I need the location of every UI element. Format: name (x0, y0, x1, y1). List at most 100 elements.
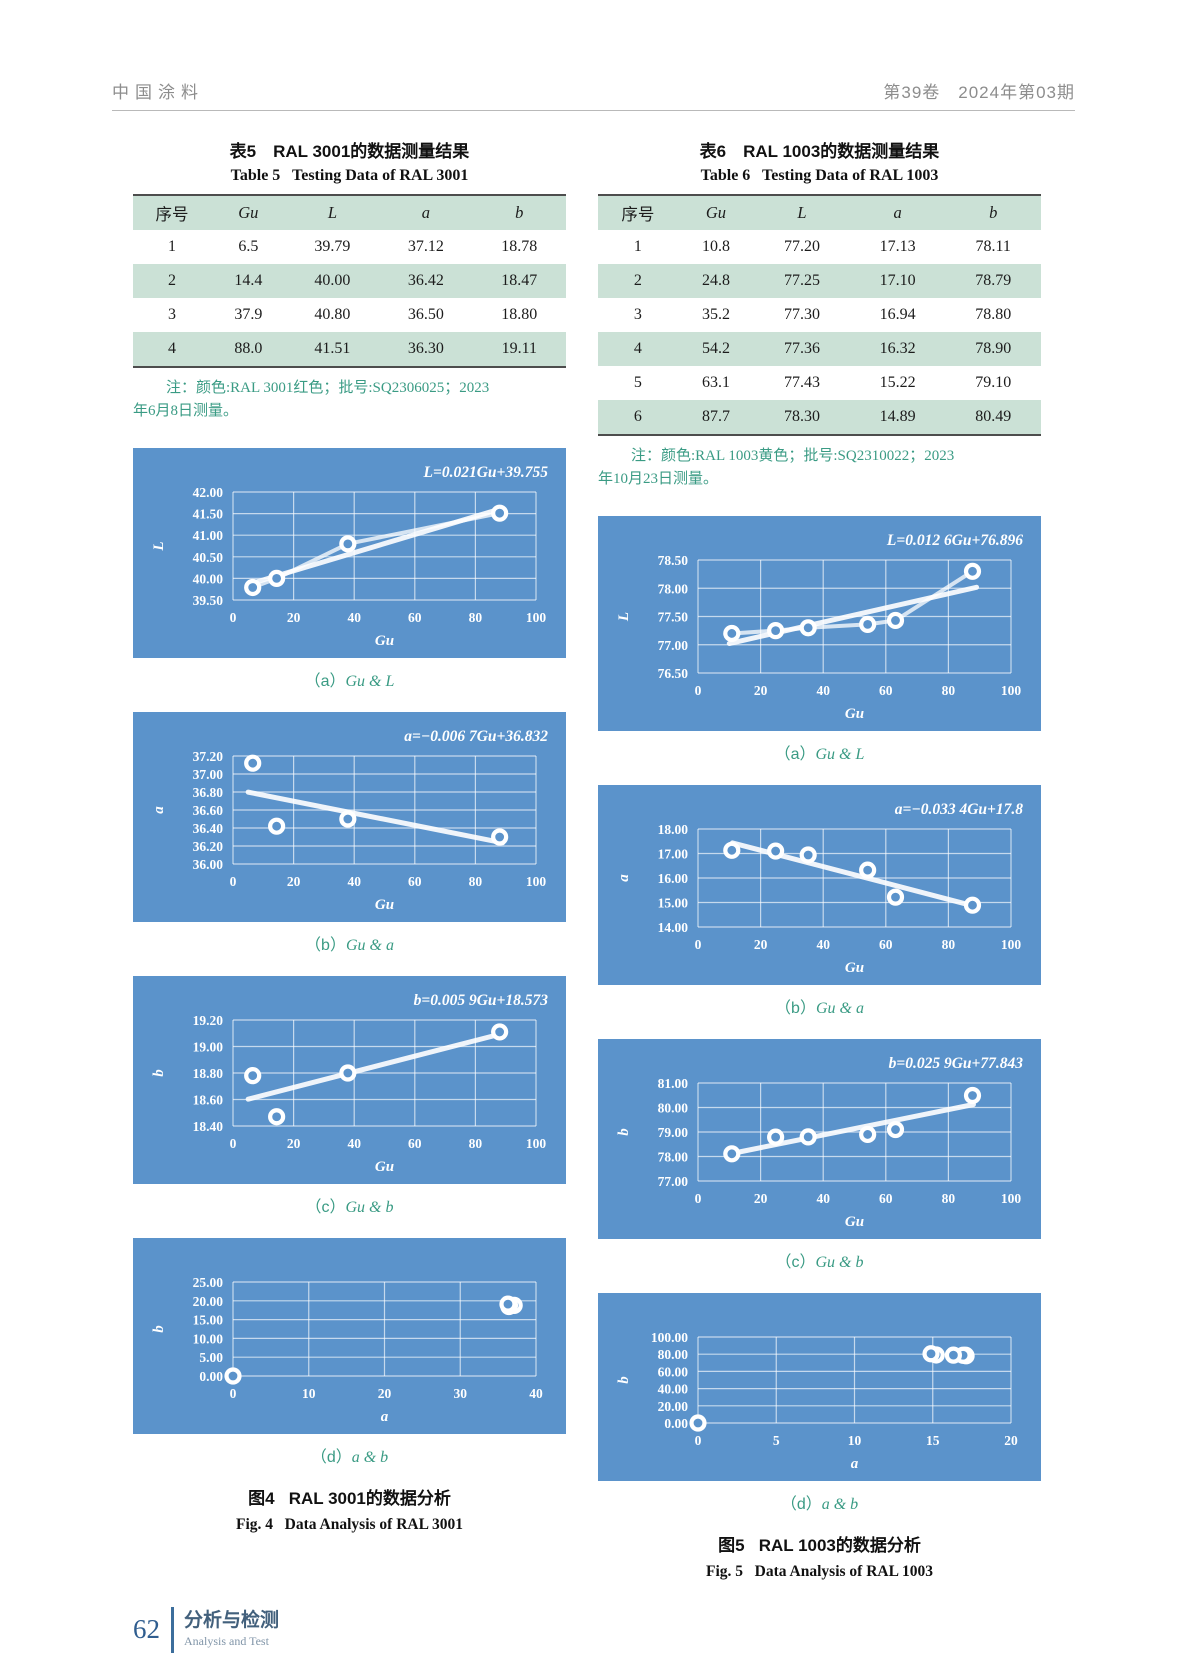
svg-text:14.00: 14.00 (658, 920, 689, 935)
table-row: 2 14.4 40.00 36.42 18.47 (133, 264, 566, 298)
caption-label: Gu & a (345, 936, 394, 954)
table-cell: 10.8 (701, 238, 730, 255)
table-cell: 1 (167, 238, 176, 255)
figure5-caption-cn: 图5 RAL 1003的数据分析 (718, 1535, 921, 1555)
table-row: 4 88.0 41.51 36.30 19.11 (133, 332, 566, 367)
svg-text:0: 0 (230, 1386, 237, 1401)
chart-caption: （b）Gu & a (133, 931, 566, 955)
table-row: 2 24.8 77.25 17.10 78.79 (598, 264, 1041, 298)
caption-index: （a） (304, 672, 346, 690)
table-row: 6 87.7 78.30 14.89 80.49 (598, 400, 1041, 435)
scatter-plot: 39.50 40.00 40.50 41.00 41.50 42.00 0 20 40 60 80 1… (151, 464, 548, 649)
svg-text:20: 20 (378, 1386, 392, 1401)
scatter-plot: 14.00 15.00 16.00 17.00 18.00 0 20 40 60 80 100 a=−… (616, 801, 1023, 976)
table-cell: 77.25 (784, 272, 820, 289)
svg-text:60: 60 (879, 683, 893, 698)
svg-text:0: 0 (695, 937, 702, 952)
svg-text:36.40: 36.40 (193, 821, 224, 836)
table-cell: 37.12 (407, 238, 444, 255)
table-cell: 18.78 (501, 238, 538, 255)
table-cell: 15.22 (879, 374, 916, 391)
table-cell: 87.7 (701, 408, 730, 425)
table-cell: 16.94 (879, 306, 916, 323)
svg-text:a: a (616, 873, 632, 881)
header-divider (112, 110, 1075, 111)
page-header: 中国涂料 第39卷 2024年第03期 (112, 78, 1075, 103)
table-row: 5 63.1 77.43 15.22 79.10 (598, 366, 1041, 400)
svg-text:b=0.005 9Gu+18.573: b=0.005 9Gu+18.573 (414, 992, 549, 1009)
svg-text:60: 60 (879, 937, 893, 952)
svg-text:40: 40 (816, 1191, 830, 1206)
table-cell: 5 (633, 374, 642, 391)
svg-text:L=0.012 6Gu+76.896: L=0.012 6Gu+76.896 (886, 532, 1023, 549)
svg-text:40.50: 40.50 (193, 549, 224, 564)
table-cell: 3 (167, 306, 176, 323)
figure5-caption-en: Fig. 5 Data Analysis of RAL 1003 (706, 1562, 933, 1580)
caption-label: a & b (351, 1448, 389, 1466)
svg-text:39.50: 39.50 (193, 593, 224, 608)
table-cell: 41.51 (314, 340, 351, 357)
table-cell: 77.20 (784, 238, 820, 255)
figure4-caption-cn: 图4 RAL 3001的数据分析 (248, 1488, 451, 1508)
chart-caption: （d）a & b (598, 1490, 1041, 1514)
svg-text:81.00: 81.00 (658, 1076, 689, 1091)
svg-text:36.00: 36.00 (193, 857, 224, 872)
table-cell: 17.13 (879, 238, 916, 255)
svg-text:a: a (151, 805, 167, 813)
chart-ral3001-gu-b: 18.40 18.60 18.80 19.00 19.20 0 20 40 60 80 100 b=0… (133, 975, 566, 1184)
svg-text:78.00: 78.00 (658, 1149, 689, 1164)
scatter-plot: 36.00 36.20 36.40 36.60 36.80 37.00 37.20 0 20 40… (151, 728, 548, 913)
svg-text:a: a (851, 1456, 859, 1472)
table-cell: 6.5 (238, 238, 259, 255)
svg-text:10: 10 (848, 1433, 862, 1448)
svg-text:20: 20 (287, 610, 301, 625)
table-cell: 36.30 (407, 340, 444, 357)
table5-title-en: Table 5 Testing Data of RAL 3001 (230, 167, 469, 184)
svg-text:36.80: 36.80 (193, 785, 224, 800)
issue-info: 第39卷 2024年第03期 (883, 83, 1075, 102)
svg-text:20: 20 (287, 1136, 301, 1151)
svg-text:18.60: 18.60 (193, 1092, 224, 1107)
svg-text:40: 40 (529, 1386, 543, 1401)
caption-label: Gu & b (345, 1198, 394, 1216)
svg-text:80: 80 (469, 610, 483, 625)
section-name-cn: 分析与检测 (184, 1610, 280, 1632)
caption-index: （a） (774, 745, 816, 763)
svg-text:20: 20 (1004, 1433, 1018, 1448)
table-cell: 1 (633, 238, 642, 255)
svg-text:0: 0 (230, 610, 237, 625)
svg-text:0.00: 0.00 (664, 1416, 688, 1431)
table-cell: 18.80 (501, 306, 538, 323)
chart-caption: （d）a & b (133, 1443, 566, 1467)
svg-text:0: 0 (695, 1191, 702, 1206)
column-header: 序号 (621, 205, 655, 224)
caption-index: （c） (305, 1198, 346, 1216)
table-cell: 37.9 (234, 306, 263, 323)
article-page: 中国涂料 第39卷 2024年第03期 表5 RAL 3001的数据测量结果 T… (112, 78, 1075, 1653)
table-cell: 77.43 (784, 374, 820, 391)
svg-text:17.00: 17.00 (658, 846, 689, 861)
svg-text:40: 40 (347, 610, 361, 625)
caption-label: a & b (821, 1495, 859, 1513)
svg-text:60.00: 60.00 (658, 1364, 689, 1379)
svg-text:80: 80 (469, 874, 483, 889)
svg-text:100: 100 (526, 610, 547, 625)
svg-text:15.00: 15.00 (193, 1312, 224, 1327)
svg-text:41.00: 41.00 (193, 528, 224, 543)
table5-title-cn: 表5 RAL 3001的数据测量结果 (229, 142, 470, 161)
chart-ral1003-gu-l: 76.50 77.00 77.50 78.00 78.50 0 20 40 60 80 100 L=0… (598, 515, 1041, 731)
svg-text:20: 20 (754, 683, 768, 698)
svg-text:10.00: 10.00 (193, 1331, 224, 1346)
scatter-plot: 0.00 20.00 40.00 60.00 80.00 100.00 0 5 10 15 20 b a (616, 1330, 1018, 1472)
table-cell: 14.89 (879, 408, 916, 425)
svg-text:L: L (616, 611, 632, 621)
svg-text:100.00: 100.00 (651, 1330, 688, 1345)
svg-text:41.50: 41.50 (193, 506, 224, 521)
svg-text:a: a (381, 1409, 389, 1425)
column-header: L (327, 203, 337, 222)
svg-text:Gu: Gu (375, 1159, 394, 1175)
table-cell: 6 (633, 408, 642, 425)
table-cell: 3 (633, 306, 642, 323)
